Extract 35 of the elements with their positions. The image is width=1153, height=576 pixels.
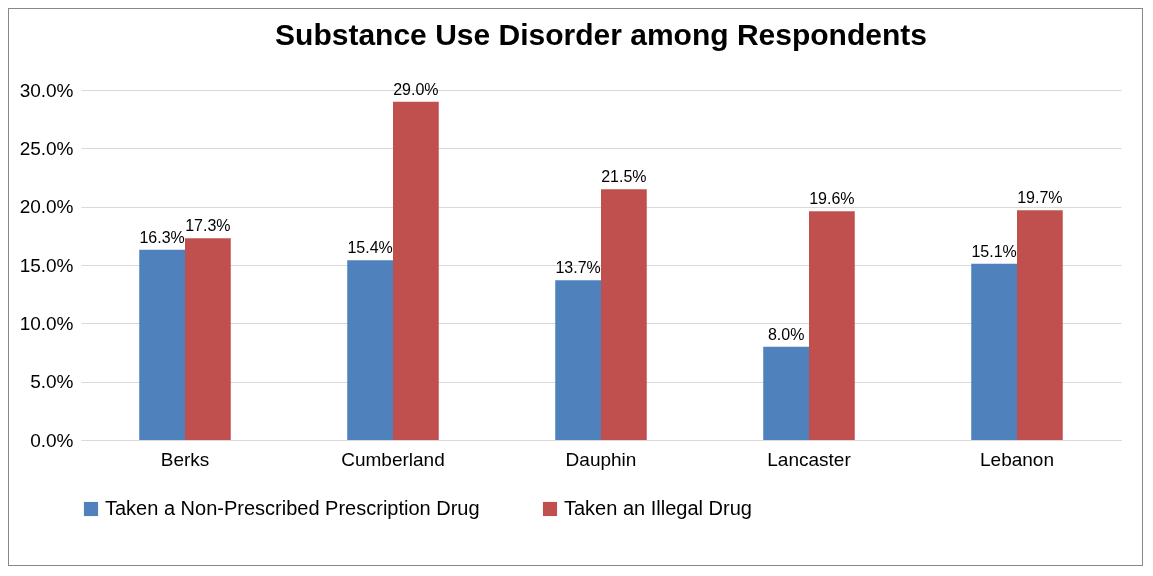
x-tick-label: Berks <box>160 448 210 470</box>
bar <box>139 249 185 440</box>
y-tick-label: 15.0% <box>19 254 74 276</box>
y-tick-label: 20.0% <box>19 196 74 218</box>
data-label: 8.0% <box>767 325 805 343</box>
y-tick-label: 5.0% <box>30 371 74 393</box>
bar <box>809 211 855 440</box>
y-tick-label: 30.0% <box>19 79 74 101</box>
data-label: 29.0% <box>393 80 439 98</box>
x-tick-label: Lancaster <box>767 448 852 470</box>
y-tick-label: 25.0% <box>19 137 74 159</box>
y-tick-label: 10.0% <box>19 312 74 334</box>
bar <box>393 101 439 440</box>
data-label: 19.7% <box>1017 189 1063 207</box>
bar <box>1017 210 1063 440</box>
bar <box>971 263 1017 440</box>
data-label: 21.5% <box>601 168 647 186</box>
bar <box>601 189 647 440</box>
chart-title: Substance Use Disorder among Respondents <box>275 18 927 51</box>
x-tick-label: Dauphin <box>565 448 637 470</box>
bar <box>763 346 809 440</box>
y-tick-label: 0.0% <box>30 429 74 451</box>
legend-label: Taken an Illegal Drug <box>564 497 752 519</box>
data-label: 16.3% <box>139 228 185 246</box>
data-label: 15.4% <box>347 239 393 257</box>
data-label: 15.1% <box>971 242 1017 260</box>
bar <box>185 238 231 440</box>
bar <box>555 280 601 440</box>
x-tick-label: Cumberland <box>341 448 445 470</box>
bar <box>347 260 393 440</box>
legend-label: Taken a Non-Prescribed Prescription Drug <box>105 497 480 519</box>
data-label: 13.7% <box>555 259 601 277</box>
x-tick-label: Lebanon <box>980 448 1054 470</box>
data-label: 17.3% <box>185 217 231 235</box>
data-label: 19.6% <box>809 190 855 208</box>
